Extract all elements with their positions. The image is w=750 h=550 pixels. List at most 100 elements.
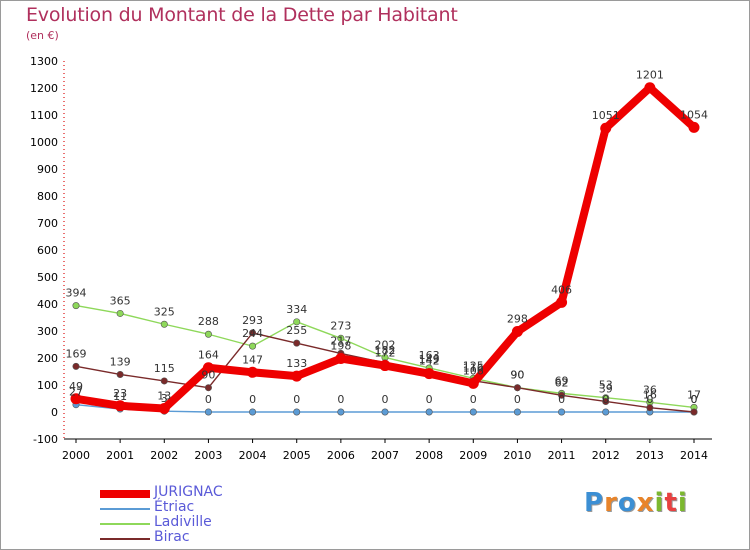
data-point	[423, 368, 435, 380]
data-point	[690, 408, 698, 416]
data-label: 169	[66, 347, 87, 360]
data-label: 1054	[680, 108, 708, 121]
legend-swatch	[100, 508, 150, 510]
x-tick-label: 2009	[459, 449, 487, 462]
data-label: 298	[507, 313, 528, 326]
data-label: 182	[375, 344, 396, 357]
y-tick-label: 500	[37, 271, 58, 284]
x-tick-label: 2000	[62, 449, 90, 462]
data-point	[556, 296, 568, 308]
data-point	[425, 408, 433, 416]
data-label: 365	[110, 294, 131, 307]
data-label: 90	[201, 369, 215, 382]
data-point	[337, 334, 345, 342]
data-point	[204, 384, 212, 392]
y-tick-label: 0	[51, 406, 58, 419]
data-point	[381, 408, 389, 416]
data-label: 163	[419, 349, 440, 362]
x-tick-label: 2008	[415, 449, 443, 462]
data-point	[513, 408, 521, 416]
y-tick-label: 100	[37, 379, 58, 392]
x-tick-label: 2002	[150, 449, 178, 462]
x-tick-label: 2013	[636, 449, 664, 462]
data-label: 1201	[636, 69, 664, 82]
legend-swatch	[100, 523, 150, 525]
y-tick-label: 300	[37, 325, 58, 338]
x-tick-label: 2012	[592, 449, 620, 462]
data-point	[335, 353, 347, 365]
data-point	[511, 326, 523, 338]
data-label: 39	[599, 382, 613, 395]
data-label: 149	[419, 353, 440, 366]
data-point	[646, 404, 654, 412]
data-point	[249, 342, 257, 350]
logo-letter: i	[654, 488, 665, 518]
data-label: 13	[157, 389, 171, 402]
data-label: 293	[242, 314, 263, 327]
data-label: 90	[510, 369, 524, 382]
data-label: 164	[198, 349, 219, 362]
legend-item: Étriac	[100, 499, 300, 515]
logo-letter: i	[677, 488, 688, 518]
data-point	[293, 318, 301, 326]
data-label: 0	[249, 393, 256, 406]
logo-letter: o	[617, 488, 637, 518]
data-label: 139	[110, 355, 131, 368]
data-label: 11	[113, 390, 127, 403]
data-label: 49	[69, 380, 83, 393]
data-label: 36	[643, 383, 657, 396]
x-tick-label: 2010	[503, 449, 531, 462]
data-point	[249, 408, 257, 416]
data-label: 3	[161, 392, 168, 405]
data-label: 0	[602, 393, 609, 406]
data-label: 288	[198, 315, 219, 328]
data-label: 244	[242, 327, 263, 340]
logo-letter: x	[636, 488, 655, 518]
data-label: 90	[510, 369, 524, 382]
data-label: 273	[330, 319, 351, 332]
data-label: 202	[375, 338, 396, 351]
x-tick-label: 2004	[239, 449, 267, 462]
data-label: 69	[555, 374, 569, 387]
data-label: 115	[154, 362, 175, 375]
data-point	[247, 366, 259, 378]
x-tick-label: 2003	[194, 449, 222, 462]
data-point	[72, 362, 80, 370]
x-tick-label: 2011	[548, 449, 576, 462]
data-label: 172	[375, 347, 396, 360]
y-tick-label: 400	[37, 298, 58, 311]
data-point	[204, 408, 212, 416]
data-label: 0	[514, 393, 521, 406]
y-tick-label: 1300	[30, 55, 58, 68]
chart-subtitle: (en €)	[26, 29, 59, 42]
data-point	[114, 400, 126, 412]
proxiti-logo: Proxiti	[584, 488, 688, 518]
data-point	[513, 384, 521, 392]
data-point	[70, 393, 82, 405]
data-point	[558, 408, 566, 416]
data-point	[469, 408, 477, 416]
data-label: 325	[154, 305, 175, 318]
chart-title: Evolution du Montant de la Dette par Hab…	[26, 4, 458, 26]
y-tick-label: 200	[37, 352, 58, 365]
y-tick-label: 800	[37, 190, 58, 203]
data-point	[158, 402, 170, 414]
data-point	[602, 397, 610, 405]
data-label: 27	[69, 386, 83, 399]
data-point	[160, 377, 168, 385]
data-label: 394	[66, 287, 87, 300]
data-label: 0	[293, 393, 300, 406]
data-point	[688, 121, 700, 133]
data-point	[291, 370, 303, 382]
legend-label: Birac	[154, 529, 190, 545]
data-label: 0	[205, 393, 212, 406]
data-label: 0	[470, 393, 477, 406]
data-point	[249, 329, 257, 337]
x-tick-label: 2007	[371, 449, 399, 462]
data-point	[379, 360, 391, 372]
data-label: 125	[463, 359, 484, 372]
x-tick-label: 2006	[327, 449, 355, 462]
data-label: 147	[242, 353, 263, 366]
data-label: 217	[330, 334, 351, 347]
